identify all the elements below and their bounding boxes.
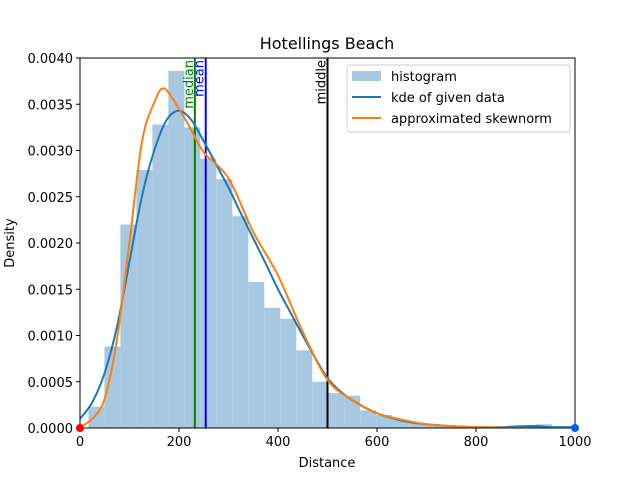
legend-swatch-histogram xyxy=(352,71,381,81)
histogram-bar xyxy=(392,419,409,428)
y-tick-label: 0.0020 xyxy=(28,237,74,252)
histogram-bar xyxy=(200,158,217,428)
histogram-bar xyxy=(296,350,313,428)
y-tick-label: 0.0005 xyxy=(28,376,74,391)
legend-box xyxy=(346,64,571,133)
y-axis-label: Density xyxy=(3,218,18,268)
histogram-bar xyxy=(376,415,393,428)
histogram-bar xyxy=(88,406,105,428)
legend-label-histogram: histogram xyxy=(391,70,457,85)
y-tick-label: 0.0000 xyxy=(28,422,74,437)
histogram-bar xyxy=(120,224,137,428)
x-tick-label: 200 xyxy=(167,435,192,450)
legend: histogram kde of given data approximated… xyxy=(346,64,571,133)
legend-label-skewnorm: approximated skewnorm xyxy=(391,112,552,127)
histogram-bar xyxy=(408,422,425,428)
x-tick-label: 600 xyxy=(365,435,390,450)
histogram-bar xyxy=(136,169,153,428)
histogram-bar xyxy=(216,179,233,428)
vline-label-mean: mean xyxy=(193,60,208,97)
x-tick-label: 400 xyxy=(266,435,291,450)
marker-point xyxy=(571,424,579,432)
y-tick-label: 0.0015 xyxy=(28,283,74,298)
x-tick-label: 1000 xyxy=(558,435,591,450)
skewnorm-line xyxy=(80,87,575,428)
histogram-bar xyxy=(152,124,169,428)
legend-label-kde: kde of given data xyxy=(391,91,505,106)
histogram-bar xyxy=(104,346,121,428)
histogram-bar xyxy=(312,381,329,428)
histogram-bar xyxy=(424,424,441,428)
histogram-bar xyxy=(248,281,265,428)
x-tick-label: 0 xyxy=(76,435,84,450)
histogram-bar xyxy=(280,318,297,428)
histogram-bar xyxy=(184,127,201,428)
vline-label-median: median xyxy=(182,60,197,109)
y-tick-label: 0.0025 xyxy=(28,191,74,206)
chart-title: Hotellings Beach xyxy=(260,34,395,53)
histogram-bar xyxy=(328,392,345,428)
plot-inner xyxy=(80,58,575,428)
histogram-bar xyxy=(360,410,377,428)
x-axis-label: Distance xyxy=(299,456,356,471)
marker-point xyxy=(76,424,84,432)
y-tick-label: 0.0030 xyxy=(28,145,74,160)
y-tick-label: 0.0010 xyxy=(28,330,74,345)
y-tick-label: 0.0040 xyxy=(28,52,74,67)
histogram-bar xyxy=(168,70,185,428)
histogram-bar xyxy=(264,307,281,428)
vline-label-middle: middle xyxy=(315,60,330,104)
x-tick-label: 800 xyxy=(464,435,489,450)
y-tick-label: 0.0035 xyxy=(28,98,74,113)
histogram-bar xyxy=(232,216,249,428)
